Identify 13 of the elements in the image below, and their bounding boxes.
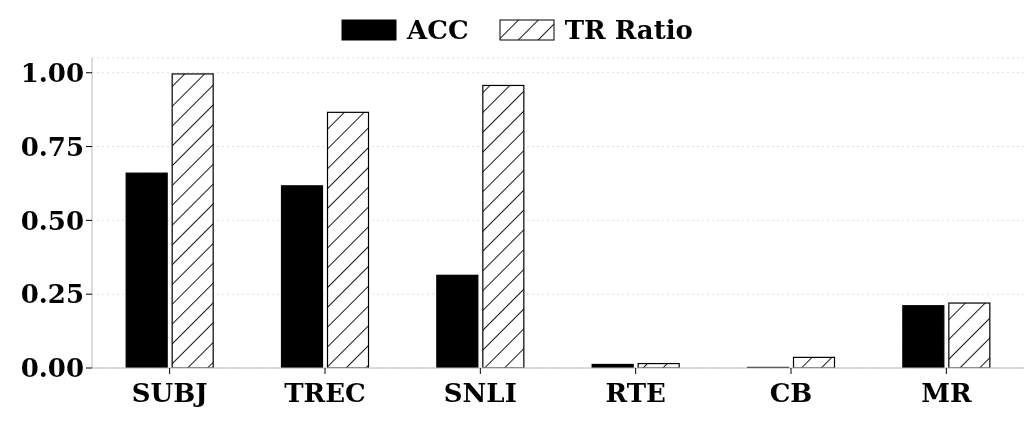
y-tick-label: 0.00 <box>20 353 84 384</box>
x-tick-label: SUBJ <box>131 378 208 409</box>
y-tick-label: 0.25 <box>20 279 84 310</box>
y-tick-label: 0.50 <box>20 205 84 236</box>
y-tick-label: 1.00 <box>20 57 84 88</box>
legend-label: ACC <box>407 15 469 45</box>
x-tick-label: TREC <box>284 378 366 409</box>
x-tick-label: SNLI <box>443 378 517 409</box>
x-tick-label: CB <box>769 378 813 409</box>
x-tick-label: RTE <box>605 378 666 409</box>
legend-label: TR Ratio <box>564 15 693 45</box>
x-tick-label: MR <box>921 378 972 409</box>
y-tick-label: 0.75 <box>20 131 84 162</box>
